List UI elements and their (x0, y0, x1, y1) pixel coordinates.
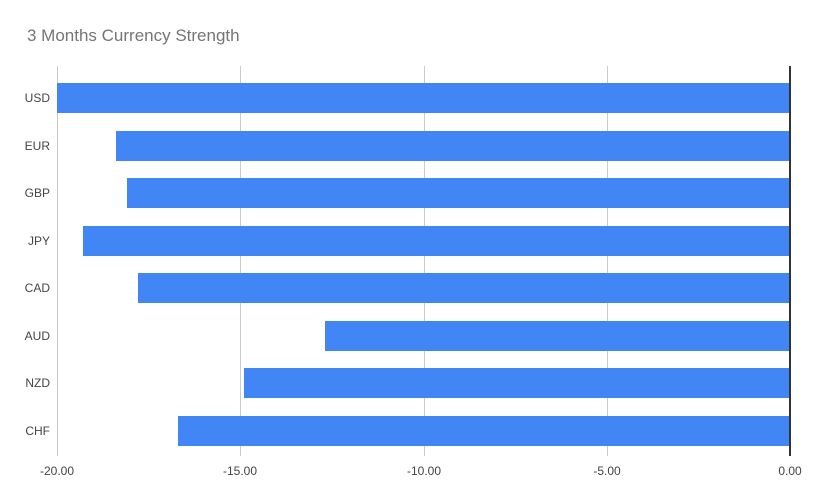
bar-nzd (244, 368, 790, 398)
category-label-eur: EUR (24, 139, 50, 153)
gridline (57, 66, 58, 456)
category-label-gbp: GBP (24, 186, 50, 200)
x-tick-label: -5.00 (593, 464, 621, 478)
bar-eur (116, 131, 790, 161)
bar-aud (325, 321, 790, 351)
bar-jpy (83, 226, 790, 256)
bar-usd (57, 83, 790, 113)
category-label-usd: USD (24, 91, 50, 105)
category-label-cad: CAD (24, 281, 50, 295)
gridline (424, 66, 425, 456)
gridline (240, 66, 241, 456)
category-label-chf: CHF (25, 424, 50, 438)
bar-chf (178, 416, 790, 446)
zero-axis-line (789, 66, 791, 456)
gridline (607, 66, 608, 456)
x-tick-label: 0.00 (778, 464, 802, 478)
category-label-aud: AUD (24, 329, 50, 343)
category-label-jpy: JPY (27, 234, 50, 248)
chart-title: 3 Months Currency Strength (27, 26, 240, 45)
x-tick-label: -10.00 (406, 464, 442, 478)
x-tick-label: -15.00 (222, 464, 258, 478)
category-label-nzd: NZD (25, 376, 50, 390)
bar-gbp (127, 178, 790, 208)
x-tick-label: -20.00 (39, 464, 75, 478)
bar-cad (138, 273, 790, 303)
